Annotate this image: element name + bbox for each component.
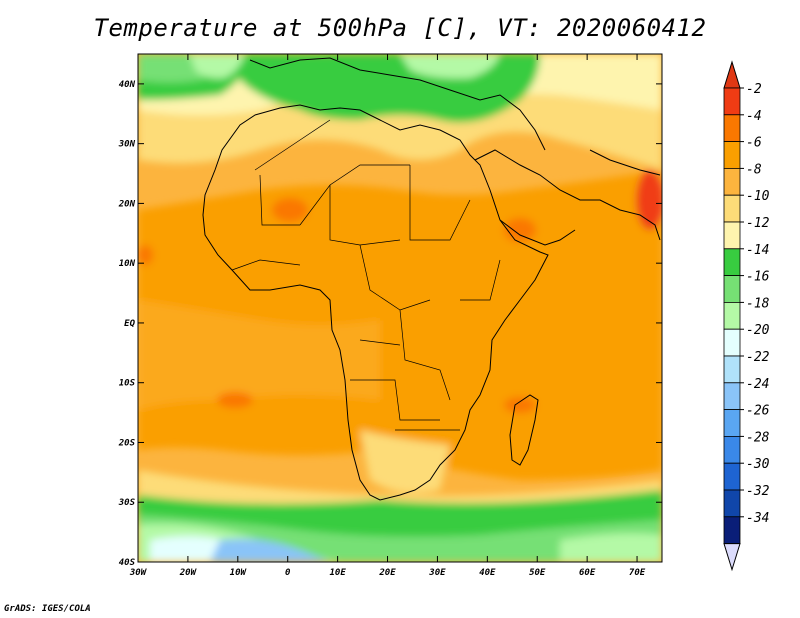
- colorbar-label: -6: [746, 136, 762, 151]
- colorbar-top-arrow: [723, 60, 741, 89]
- colorbar-swatch: [723, 87, 741, 116]
- lon-tick-label: 30W: [129, 568, 148, 578]
- lon-tick-label: 40E: [479, 568, 496, 578]
- lat-tick-label: 40N: [119, 80, 136, 90]
- coastlines: [202, 57, 661, 501]
- colorbar-swatch: [723, 516, 741, 544]
- colorbar-label: -28: [746, 430, 770, 445]
- colorbar-label: -32: [746, 484, 770, 499]
- colorbar-label: -26: [746, 404, 770, 419]
- colorbar-label: -10: [746, 189, 770, 204]
- lat-tick-label: 20N: [118, 199, 136, 209]
- colorbar-label: -4: [746, 109, 762, 124]
- colorbar-label: -22: [746, 350, 770, 365]
- longitude-ticks: 30W 20W 10W 0 10E 20E 30E 40E 50E 60E 70E: [129, 54, 646, 578]
- colorbar-bottom-arrow: [723, 543, 741, 572]
- lon-tick-label: 20E: [378, 568, 396, 578]
- lat-tick-label: 10N: [119, 259, 136, 269]
- plot-frame: [137, 53, 663, 563]
- lat-tick-label: EQ: [124, 319, 135, 329]
- colorbar-swatch: [723, 462, 741, 491]
- colorbar-label: -30: [746, 457, 770, 472]
- colorbar-label: -34: [746, 511, 769, 526]
- lon-tick-label: 50E: [529, 568, 546, 578]
- colorbar-swatch: [723, 248, 741, 277]
- colorbar-label: -14: [746, 243, 769, 258]
- colorbar: -2 -4 -6 -8 -10 -12 -14 -16 -18 -20 -22 -24 -26 -28 -3…: [723, 60, 770, 572]
- credit-text: GrADS: IGES/COLA: [4, 604, 91, 614]
- colorbar-label: -20: [746, 323, 770, 338]
- colorbar-swatch: [723, 409, 741, 437]
- lon-tick-label: 30E: [428, 568, 446, 578]
- colorbar-label: -2: [746, 82, 762, 97]
- lon-tick-label: 10E: [329, 568, 346, 578]
- colorbar-swatch: [723, 435, 741, 464]
- country-borders: [231, 119, 501, 431]
- colorbar-swatch: [723, 489, 741, 518]
- latitude-ticks: 40N 30N 20N 10N EQ 10S 20S 30S 40S: [118, 80, 662, 568]
- colorbar-label: -24: [746, 377, 769, 392]
- lat-tick-label: 30N: [118, 140, 136, 150]
- lat-tick-label: 20S: [118, 438, 136, 448]
- lon-tick-label: 10W: [230, 568, 248, 578]
- lon-tick-label: 60E: [579, 568, 596, 578]
- lat-tick-label: 40S: [119, 558, 136, 568]
- colorbar-swatch: [723, 221, 741, 250]
- colorbar-swatch: [723, 275, 741, 303]
- lat-tick-label: 30S: [118, 498, 136, 508]
- lon-tick-label: 0: [285, 568, 291, 578]
- colorbar-swatch: [723, 355, 741, 384]
- lat-tick-label: 10S: [119, 379, 136, 389]
- colorbar-swatch: [723, 141, 741, 169]
- colorbar-label: -12: [746, 216, 770, 231]
- temperature-field: [138, 54, 662, 562]
- colorbar-swatch: [723, 301, 741, 330]
- colorbar-swatch: [723, 194, 741, 223]
- lon-tick-label: 70E: [629, 568, 646, 578]
- colorbar-label: -8: [746, 162, 762, 177]
- colorbar-label: -16: [746, 270, 770, 285]
- lon-tick-label: 20W: [179, 568, 198, 578]
- colorbar-swatch: [723, 382, 741, 410]
- chart-title: Temperature at 500hPa [C], VT: 202006041…: [93, 14, 707, 42]
- colorbar-label: -18: [746, 296, 770, 311]
- colorbar-swatch: [723, 167, 741, 196]
- colorbar-swatch: [723, 114, 741, 143]
- colorbar-swatch: [723, 328, 741, 357]
